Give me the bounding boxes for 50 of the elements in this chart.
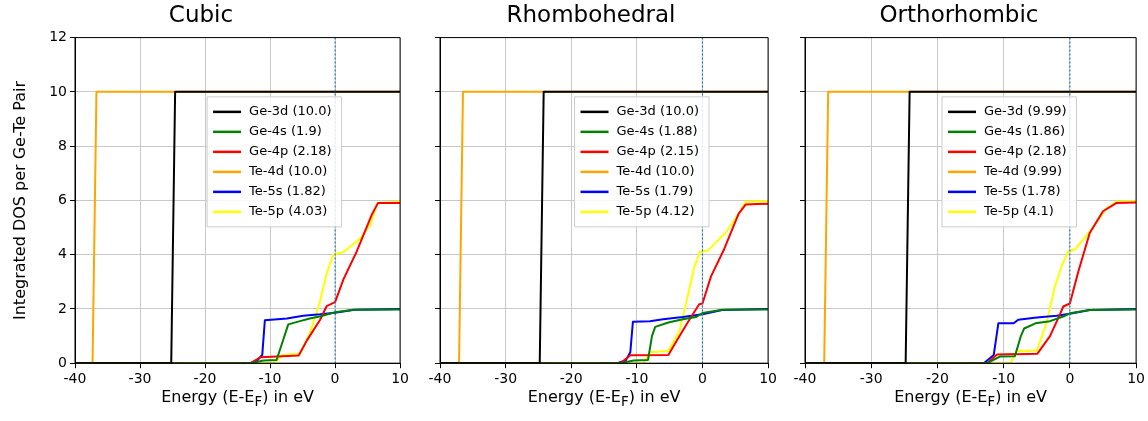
legend-label: Te-5s (1.79) [615,183,694,199]
y-tick-label: 0 [58,353,67,370]
x-axis-title: Energy (E-E$_{F}$) in eV [160,387,315,410]
x-tick-label: 10 [391,370,410,387]
y-tick-label: 2 [58,299,67,316]
x-tick-label: -30 [859,370,883,387]
x-tick-label: 0 [1065,370,1075,387]
legend-label: Te-5s (1.78) [982,183,1061,199]
y-tick-label: 12 [49,28,67,45]
y-tick-label: 8 [58,136,67,153]
legend-label: Ge-3d (10.0) [616,103,700,119]
chart-title: Cubic [168,0,234,27]
x-tick-label: 10 [759,370,778,387]
y-tick-label: 6 [58,191,68,208]
x-tick-label: -10 [625,370,649,387]
x-tick-label: 0 [698,370,707,387]
x-tick-label: -10 [992,370,1016,387]
y-tick-label: 10 [49,82,67,99]
legend-label: Ge-4p (2.15) [616,143,700,159]
legend-label: Ge-4s (1.88) [616,123,698,139]
x-tick-label: 0 [330,370,340,387]
x-tick-label: -30 [128,370,152,387]
legend-label: Ge-4p (2.18) [983,143,1067,159]
x-tick-label: -20 [559,370,583,387]
legend-label: Te-5s (1.82) [248,183,326,199]
x-tick-label: -40 [793,370,817,387]
y-axis-title: Integrated DOS per Ge-Te Pair [9,80,29,320]
legend-label: Te-4d (10.0) [248,163,328,179]
chart-title: Orthorhombic [879,0,1039,27]
x-axis-title: Energy (E-E$_{F}$) in eV [526,387,682,410]
x-tick-label: -40 [63,370,87,387]
legend-label: Ge-4s (1.9) [249,123,322,139]
y-tick-label: 4 [58,245,68,262]
x-tick-label: -40 [428,370,452,387]
legend-label: Te-5p (4.1) [982,203,1054,219]
chart-title: Rhombohedral [506,0,676,27]
legend-label: Ge-4p (2.18) [249,143,332,159]
x-tick-label: -10 [258,370,282,387]
x-tick-label: -20 [926,370,949,387]
legend-label: Te-4d (10.0) [615,163,695,179]
legend-label: Te-4d (9.99) [982,163,1063,179]
x-tick-label: -30 [494,370,518,387]
x-tick-label: -20 [193,370,217,387]
legend-label: Ge-3d (9.99) [983,103,1067,119]
legend-label: Te-5p (4.03) [248,203,328,219]
legend-label: Te-5p (4.12) [615,203,695,219]
legend-label: Ge-4s (1.86) [983,123,1066,139]
x-axis-title: Energy (E-E$_{F}$) in eV [893,387,1048,410]
legend-label: Ge-3d (10.0) [249,103,332,119]
x-tick-label: 10 [1127,370,1146,387]
